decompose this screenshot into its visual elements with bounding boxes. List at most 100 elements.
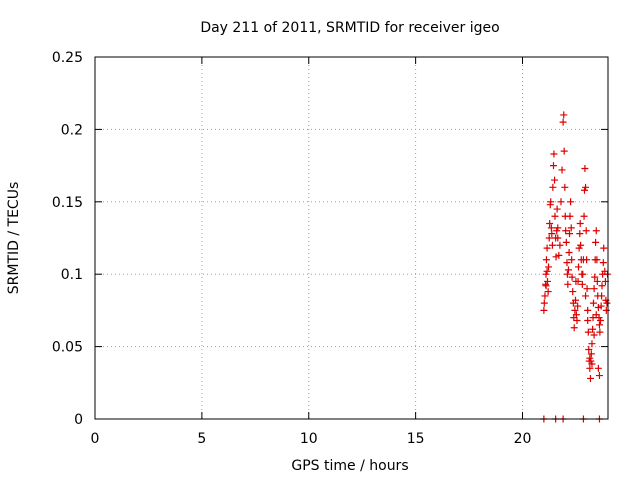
data-point <box>586 354 594 362</box>
data-point <box>559 118 567 126</box>
data-point <box>551 212 559 220</box>
data-point <box>568 256 576 264</box>
data-point <box>588 340 596 348</box>
data-point <box>554 234 562 242</box>
data-point <box>578 280 586 288</box>
data-point <box>596 328 604 336</box>
data-point <box>562 238 570 246</box>
x-axis-label: GPS time / hours <box>291 458 408 474</box>
data-point <box>576 220 584 228</box>
y-tick-label: 0.1 <box>61 267 83 283</box>
data-point <box>581 164 589 172</box>
data-point <box>547 198 555 206</box>
data-point <box>572 311 580 319</box>
data-point <box>541 292 549 300</box>
data-point <box>550 150 558 158</box>
data-point <box>556 241 564 249</box>
data-point <box>593 277 601 285</box>
data-point <box>597 317 605 325</box>
data-point <box>569 288 577 296</box>
data-point <box>566 230 574 238</box>
data-point <box>590 285 598 293</box>
data-point <box>574 302 582 310</box>
y-tick-label: 0 <box>74 412 83 428</box>
data-point <box>582 292 590 300</box>
data-point <box>597 302 605 310</box>
grid <box>95 57 608 419</box>
x-tick-label: 0 <box>91 431 100 447</box>
data-point <box>574 277 582 285</box>
data-point <box>598 292 606 300</box>
data-point <box>579 270 587 278</box>
data-point <box>589 299 597 307</box>
data-point <box>595 321 603 329</box>
data-point <box>587 350 595 358</box>
data-point <box>568 273 576 281</box>
data-point <box>545 263 553 271</box>
data-point <box>577 241 585 249</box>
y-axis-label: SRMTID / TECUs <box>6 182 22 295</box>
data-point <box>583 256 591 264</box>
data-point <box>584 328 592 336</box>
plot-frame <box>94 56 609 420</box>
data-point <box>586 364 594 372</box>
y-tick-label: 0.2 <box>61 122 83 138</box>
data-points <box>540 111 612 423</box>
data-point <box>565 248 573 256</box>
data-point <box>560 147 568 155</box>
y-tick-label: 0.25 <box>52 50 83 66</box>
x-tick-label: 10 <box>300 431 318 447</box>
data-point <box>590 331 598 339</box>
data-point <box>602 306 610 314</box>
data-point <box>548 230 556 238</box>
chart-title: Day 211 of 2011, SRMTID for receiver ige… <box>200 20 499 36</box>
data-point <box>582 227 590 235</box>
data-point <box>586 374 594 382</box>
data-point <box>575 263 583 271</box>
data-point <box>573 317 581 325</box>
data-point <box>584 317 592 325</box>
x-tick-label: 5 <box>197 431 206 447</box>
data-point <box>592 238 600 246</box>
data-point <box>594 364 602 372</box>
data-point <box>567 198 575 206</box>
data-point <box>589 325 597 333</box>
data-point <box>549 162 557 170</box>
data-point <box>566 212 574 220</box>
y-tick-label: 0.15 <box>52 195 83 211</box>
data-point <box>595 372 603 380</box>
data-point <box>600 244 608 252</box>
data-point <box>571 306 579 314</box>
data-point <box>580 212 588 220</box>
data-point <box>540 299 548 307</box>
data-point <box>592 311 600 319</box>
x-tick-label: 20 <box>514 431 532 447</box>
data-point <box>567 224 575 232</box>
data-point <box>545 234 553 242</box>
data-point <box>585 345 593 353</box>
y-tick-label: 0.05 <box>52 340 83 356</box>
data-point <box>562 227 570 235</box>
data-point <box>560 111 568 119</box>
data-point <box>572 296 580 304</box>
series-srmtid <box>540 111 612 423</box>
data-point <box>548 241 556 249</box>
data-point <box>543 267 551 275</box>
data-point <box>563 270 571 278</box>
axis-ticks: 0 5 10 15 20 0 0.05 0.1 0.15 0.2 0.25 <box>52 50 608 447</box>
data-point <box>603 299 611 307</box>
x-tick-label: 15 <box>407 431 425 447</box>
data-point <box>549 183 557 191</box>
data-point <box>551 176 559 184</box>
data-point <box>563 259 571 267</box>
data-point <box>543 244 551 252</box>
data-point <box>542 256 550 264</box>
data-point <box>582 183 590 191</box>
data-point <box>555 251 563 259</box>
data-point <box>588 360 596 368</box>
data-point <box>584 306 592 314</box>
data-point <box>540 306 548 314</box>
